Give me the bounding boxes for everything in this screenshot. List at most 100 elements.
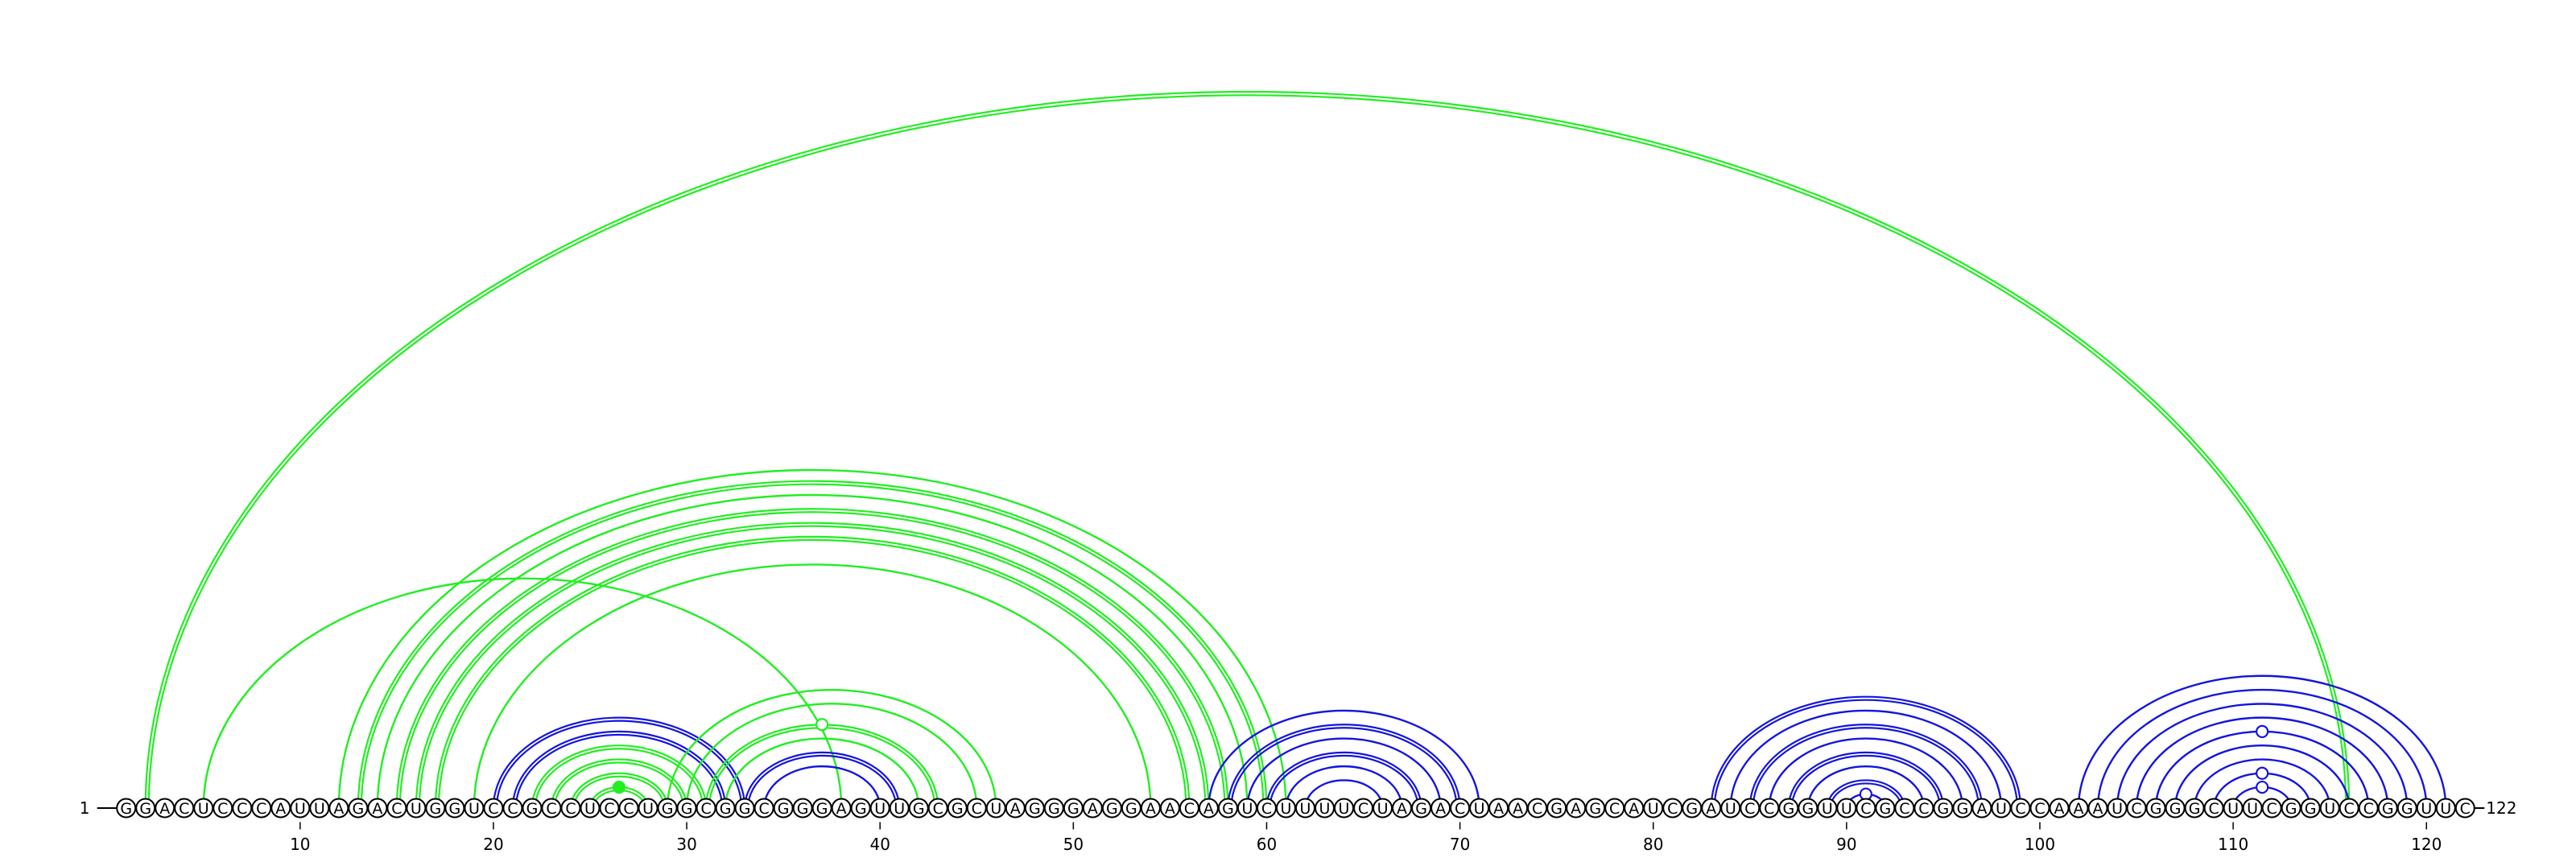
nucleotide-letter: U [2324, 800, 2335, 818]
nucleotide-letter: U [1377, 800, 1389, 818]
position-tick-label: 40 [869, 835, 890, 854]
nucleotide: C [1528, 799, 1546, 819]
nucleotide: C [484, 799, 502, 819]
nucleotide-letter: G [816, 800, 828, 818]
nucleotide: G [1682, 799, 1701, 819]
arc-marker-dot [2256, 768, 2268, 779]
nucleotide: G [1412, 799, 1430, 819]
nucleotide-letter: G [1938, 800, 1950, 818]
nucleotide-letter: G [2401, 800, 2413, 818]
nucleotide-letter: C [1358, 800, 1368, 818]
nucleotide: C [2011, 799, 2029, 819]
nucleotide-letter: G [1048, 800, 1060, 818]
nucleotide-letter: A [333, 800, 344, 818]
nucleotide: C [561, 799, 580, 819]
nucleotide: C [252, 799, 270, 819]
nucleotide-letter: U [1822, 800, 1833, 818]
nucleotide: U [2437, 799, 2455, 819]
nucleotide: U [1277, 799, 1295, 819]
base-pair-arc [358, 481, 1267, 808]
nucleotide: C [1451, 799, 1469, 819]
nucleotide: G [716, 799, 735, 819]
nucleotide-letter: C [2015, 800, 2025, 818]
nucleotide-letter: A [1435, 800, 1446, 818]
nucleotide-letter: A [1571, 800, 1581, 818]
arc-strand [667, 690, 996, 808]
base-pair-arc [146, 92, 2349, 808]
nucleotide: A [832, 799, 851, 819]
nucleotide: G [522, 799, 541, 819]
position-tick-label: 60 [1257, 835, 1277, 854]
nucleotide: G [852, 799, 870, 819]
position-tick-label: 100 [2025, 835, 2055, 854]
nucleotide-letter: G [1782, 800, 1794, 818]
nucleotide: G [1934, 799, 1952, 819]
nucleotide-letter: G [1029, 800, 1041, 818]
nucleotide: A [368, 799, 386, 819]
nucleotide-letter: C [2131, 800, 2141, 818]
nucleotide-letter: C [1667, 800, 1678, 818]
nucleotide: C [2205, 799, 2223, 819]
nucleotide: C [1914, 799, 1933, 819]
nucleotide: C [1605, 799, 1624, 819]
nucleotide: A [1972, 799, 1991, 819]
nucleotide-letter: G [2150, 800, 2162, 818]
nucleotide-letter: U [2440, 800, 2451, 818]
nucleotide: A [1141, 799, 1160, 819]
nucleotide: U [194, 799, 213, 819]
nucleotide: G [2186, 799, 2204, 819]
nucleotide-letter: A [1493, 800, 1504, 818]
nucleotide: U [1315, 799, 1334, 819]
nucleotide-letter: G [2189, 800, 2201, 818]
nucleotide: G [1045, 799, 1063, 819]
nucleotide: G [813, 799, 832, 819]
nucleotide: A [271, 799, 290, 819]
nucleotide: G [1026, 799, 1044, 819]
nucleotide-letter: C [623, 800, 634, 818]
nucleotide: C [542, 799, 560, 819]
nucleotide: U [2244, 799, 2262, 819]
nucleotide-letter: U [1474, 800, 1485, 818]
nucleotide-letter: G [797, 800, 809, 818]
nucleotide: G [678, 799, 696, 819]
nucleotide: U [2417, 799, 2436, 819]
nucleotide: G [1103, 799, 1121, 819]
nucleotide-letter: U [1319, 800, 1331, 818]
nucleotide: C [2456, 799, 2475, 819]
arc-strand-inner [361, 485, 1264, 808]
position-tick-label: 90 [1836, 835, 1856, 854]
nucleotide-letter: U [295, 800, 306, 818]
nucleotide: A [2070, 799, 2088, 819]
nucleotide-letter: A [1976, 800, 1987, 818]
nucleotide-letter: C [546, 800, 556, 818]
nucleotide-letter: G [662, 800, 674, 818]
nucleotide: U [1721, 799, 1740, 819]
nucleotide: C [1760, 799, 1778, 819]
nucleotide: U [639, 799, 658, 819]
nucleotide-letter: C [2344, 800, 2355, 818]
nucleotide-letter: C [2460, 800, 2471, 818]
nucleotide-letter: G [778, 800, 790, 818]
nucleotide-letter: C [1184, 800, 1195, 818]
arc-strand [1247, 739, 1440, 808]
nucleotide: U [1296, 799, 1315, 819]
nucleotide: U [2321, 799, 2339, 819]
nucleotide: U [1238, 799, 1257, 819]
position-tick-label: 70 [1450, 835, 1470, 854]
nucleotide-letter: G [120, 800, 132, 818]
nucleotide: G [1219, 799, 1237, 819]
nucleotide-letter: U [198, 800, 209, 818]
nucleotide-letter: A [1146, 800, 1156, 818]
nucleotide-letter: U [894, 800, 905, 818]
nucleotide-letter: A [2093, 800, 2103, 818]
nucleotide-letter: G [2285, 800, 2297, 818]
nucleotide: A [1509, 799, 1527, 819]
nucleotide: C [503, 799, 522, 819]
nucleotide-letter: G [1802, 800, 1814, 818]
nucleotide: A [1006, 799, 1025, 819]
nucleotide-letter: U [990, 800, 1001, 818]
nucleotide: C [213, 799, 232, 819]
position-tick-label: 50 [1063, 835, 1084, 854]
nucleotide: G [1798, 799, 1817, 819]
nucleotide-letter: C [2267, 800, 2277, 818]
